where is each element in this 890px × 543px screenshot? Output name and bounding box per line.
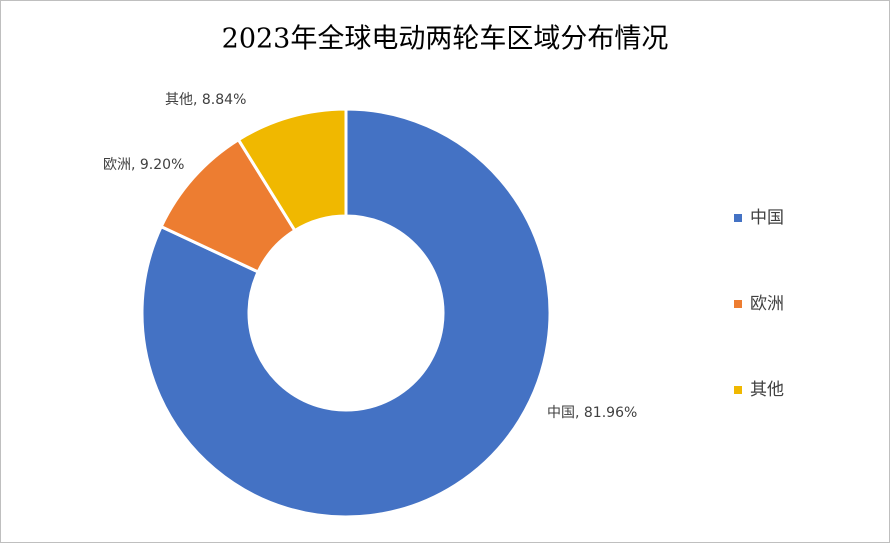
legend-label: 欧洲 — [750, 294, 784, 314]
legend-marker — [734, 300, 742, 308]
data-label: 欧洲, 9.20% — [103, 157, 184, 173]
legend-marker — [734, 214, 742, 222]
data-label: 中国, 81.96% — [547, 405, 637, 421]
legend-label: 其他 — [750, 380, 784, 400]
legend-label: 中国 — [750, 208, 784, 228]
legend-marker — [734, 386, 742, 394]
doughnut-segment — [236, 107, 348, 233]
doughnut-segment — [140, 107, 552, 519]
chart-title: 2023年全球电动两轮车区域分布情况 — [222, 24, 669, 55]
data-label: 其他, 8.84% — [165, 92, 246, 108]
